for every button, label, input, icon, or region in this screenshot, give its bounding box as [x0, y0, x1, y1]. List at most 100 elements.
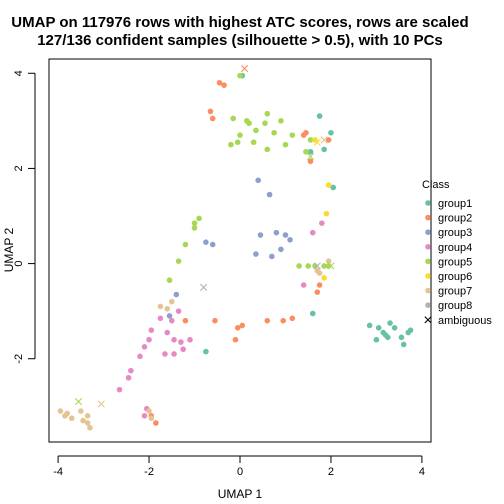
data-point-group5	[278, 118, 284, 124]
data-point-group5	[230, 115, 236, 122]
y-axis: -2 0 2 4	[13, 70, 36, 364]
data-point-group4	[148, 327, 155, 333]
series-group7	[57, 258, 332, 431]
data-point-group2	[280, 317, 287, 324]
chart-subtitle: 127/136 confident samples (silhouette > …	[37, 32, 443, 49]
data-point-group5	[303, 148, 309, 155]
data-point-group4	[141, 344, 148, 350]
data-point-group2	[325, 137, 332, 143]
data-point-group4	[187, 336, 193, 343]
data-point-group2	[307, 158, 314, 165]
legend-marker	[425, 258, 431, 265]
legend-marker	[425, 287, 431, 294]
y-tick-label: -2	[13, 354, 25, 364]
data-point-group7	[168, 298, 175, 305]
chart-title: UMAP on 117976 rows with highest ATC sco…	[11, 14, 468, 31]
data-point-group3	[173, 291, 180, 298]
data-point-group4	[168, 317, 175, 324]
data-point-group5	[175, 258, 182, 265]
data-point-group1	[398, 334, 405, 341]
series-group4	[116, 220, 325, 419]
data-point-group4	[137, 353, 143, 360]
x-tick-label: 4	[419, 466, 425, 478]
legend-label: group5	[438, 256, 472, 268]
data-point-group5	[237, 132, 243, 138]
legend-marker	[425, 273, 431, 279]
data-point-group4	[180, 346, 186, 353]
data-point-group6	[321, 275, 327, 281]
data-point-group1	[316, 113, 323, 119]
data-point-group3	[255, 177, 261, 184]
data-point-group3	[166, 313, 173, 319]
series-group1	[203, 72, 414, 355]
data-point-group1	[391, 325, 398, 331]
data-point-group5	[271, 129, 277, 136]
legend-title: Class	[422, 179, 450, 191]
legend-label: ambiguous	[438, 315, 492, 327]
data-point-group5	[307, 137, 314, 143]
points-layer	[57, 64, 414, 431]
data-point-group5	[289, 132, 296, 138]
data-point-group4	[175, 308, 182, 314]
x-tick-label: -4	[53, 466, 63, 478]
data-point-group3	[273, 229, 280, 236]
legend-marker	[425, 302, 431, 309]
data-point-group4	[146, 336, 152, 343]
data-point-group7	[68, 415, 75, 422]
data-point-group7	[146, 408, 152, 414]
legend-marker	[425, 229, 431, 235]
series-group3	[166, 177, 293, 319]
data-point-group1	[309, 310, 316, 317]
legend-label: group6	[438, 271, 472, 283]
y-tick-label: 0	[13, 261, 25, 267]
data-point-group2	[289, 315, 296, 322]
data-point-group4	[164, 329, 171, 336]
data-point-group5	[234, 139, 241, 146]
data-point-group3	[203, 239, 209, 245]
data-point-group4	[300, 282, 307, 288]
data-point-group3	[269, 253, 275, 260]
data-point-group7	[62, 413, 68, 419]
data-point-group2	[300, 132, 307, 138]
data-point-group5	[296, 263, 302, 269]
legend-item-group6: group6	[425, 271, 472, 283]
data-point-group1	[407, 327, 414, 333]
data-point-group2	[153, 420, 159, 426]
data-point-group7	[80, 417, 86, 424]
ambiguous-marker	[74, 397, 83, 406]
legend-label: group3	[438, 227, 472, 239]
data-point-group7	[57, 408, 64, 414]
x-tick-label: 0	[237, 466, 243, 478]
y-axis-label: UMAP 2	[2, 227, 16, 272]
data-point-group1	[307, 148, 314, 155]
data-point-group4	[125, 374, 132, 381]
plot-area-frame	[48, 58, 432, 443]
data-point-group1	[328, 129, 334, 136]
legend-label: group4	[438, 242, 472, 254]
data-point-group7	[78, 408, 84, 414]
legend-label: group2	[438, 213, 472, 225]
data-point-group1	[366, 322, 373, 329]
data-point-group5	[321, 263, 327, 269]
data-point-group3	[257, 232, 264, 238]
data-point-group7	[157, 303, 164, 310]
data-point-group4	[309, 229, 316, 236]
data-point-group5	[305, 263, 312, 269]
data-point-group4	[162, 351, 168, 357]
data-point-group5	[166, 277, 173, 284]
x-axis: -4 -2 0 2 4	[53, 455, 425, 478]
data-point-group2	[216, 79, 223, 86]
data-point-group6	[323, 210, 330, 217]
ambiguous-marker	[240, 64, 249, 73]
legend-item-group2: group2	[425, 213, 472, 225]
ambiguous-marker	[313, 138, 321, 146]
data-point-group2	[207, 108, 214, 115]
legend-item-group4: group4	[425, 242, 472, 254]
data-point-group3	[278, 246, 284, 253]
data-point-group1	[382, 332, 389, 338]
data-point-group1	[375, 325, 382, 331]
data-point-group7	[314, 267, 321, 274]
ambiguous-marker	[320, 136, 328, 144]
data-point-group4	[157, 315, 164, 322]
data-point-group5	[264, 110, 271, 117]
